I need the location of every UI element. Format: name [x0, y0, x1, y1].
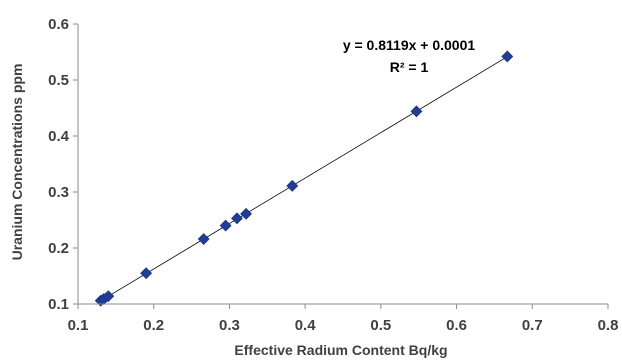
x-tick-label: 0.1 — [68, 317, 89, 334]
points-layer — [94, 50, 514, 307]
x-tick-label: 0.7 — [522, 317, 543, 334]
x-tick-label: 0.6 — [446, 317, 467, 334]
data-point — [219, 219, 232, 232]
y-tick-label: 0.6 — [48, 16, 69, 33]
y-axis-title: Uranium Concentrations ppm — [9, 64, 25, 261]
x-tick-group: 0.1 0.2 0.3 0.4 0.5 0.6 0.7 0.8 — [68, 304, 619, 334]
x-tick-label: 0.4 — [295, 317, 317, 334]
y-tick-label: 0.4 — [48, 128, 70, 145]
data-point — [102, 290, 115, 303]
y-tick-label: 0.3 — [48, 184, 69, 201]
data-point — [231, 212, 243, 225]
x-tick-label: 0.3 — [219, 317, 240, 334]
x-axis-title: Effective Radium Content Bq/kg — [234, 342, 447, 358]
trendline — [100, 56, 508, 302]
data-point — [501, 50, 514, 63]
r-squared-label: R² = 1 — [390, 59, 429, 75]
data-point — [410, 105, 423, 118]
y-tick-label: 0.1 — [48, 296, 69, 313]
y-tick-group: 0.1 0.2 0.3 0.4 0.5 0.6 — [48, 16, 78, 313]
y-tick-label: 0.5 — [48, 72, 69, 89]
x-tick-label: 0.5 — [370, 317, 391, 334]
trendline-equation: y = 0.8119x + 0.0001 — [343, 37, 476, 53]
y-tick-label: 0.2 — [48, 240, 69, 257]
data-point — [140, 267, 153, 280]
trendline-layer — [100, 56, 508, 302]
data-point — [197, 233, 210, 245]
x-tick-label: 0.2 — [143, 317, 164, 334]
x-tick-label: 0.8 — [598, 317, 619, 334]
data-point — [286, 179, 299, 192]
data-point — [240, 207, 253, 220]
